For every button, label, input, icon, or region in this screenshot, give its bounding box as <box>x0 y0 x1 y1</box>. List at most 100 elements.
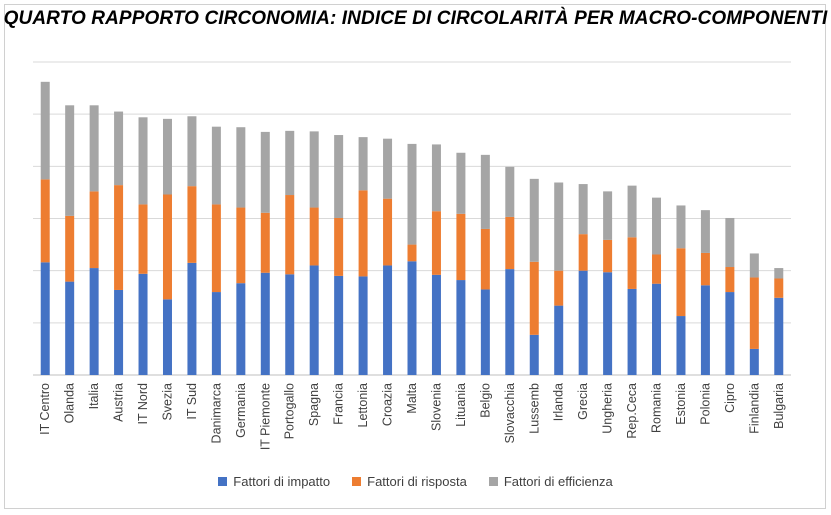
bar-segment-risposta-estonia <box>676 248 686 317</box>
x-tick-label: Romania <box>650 383 664 433</box>
bar-segment-impatto-belgio <box>480 289 490 375</box>
bar-segment-impatto-italia <box>89 268 99 375</box>
x-tick-label: Grecia <box>576 383 590 420</box>
bar-segment-impatto-svezia <box>162 299 172 375</box>
bar-segment-risposta-slovenia <box>431 211 441 275</box>
bar-segment-impatto-cipro <box>725 292 735 375</box>
bar-segment-efficienza-lituania <box>456 152 466 214</box>
bar-segment-impatto-grecia <box>578 270 588 375</box>
x-tick-label: Olanda <box>63 383 77 423</box>
legend-swatch <box>218 477 228 486</box>
bar-segment-risposta-lituania <box>456 213 466 281</box>
bar-segment-risposta-finlandia <box>749 277 759 349</box>
legend-label: Fattori di efficienza <box>503 474 613 489</box>
chart-legend: Fattori di impatto Fattori di risposta Fat… <box>0 474 831 489</box>
bar-segment-impatto-ungheria <box>603 272 613 375</box>
bar-segment-impatto-germania <box>236 283 246 375</box>
bar-segment-efficienza-rep-ceca <box>627 185 637 238</box>
bar-segment-efficienza-romania <box>652 197 662 255</box>
bar-segment-risposta-svezia <box>162 194 172 300</box>
x-tick-label: Ungheria <box>601 383 615 434</box>
x-tick-label: Irlanda <box>552 383 566 421</box>
bar-segment-impatto-spagna <box>309 265 319 375</box>
bar-segment-efficienza-lettonia <box>358 137 368 191</box>
bar-segment-efficienza-ungheria <box>603 191 613 240</box>
bar-segment-efficienza-lussemb <box>529 178 539 262</box>
legend-swatch <box>352 477 362 486</box>
chart-title: QUARTO RAPPORTO CIRCONOMIA: INDICE DI CI… <box>3 8 828 29</box>
bar-segment-efficienza-finlandia <box>749 253 759 278</box>
x-tick-label: Lituania <box>454 383 468 427</box>
bar-segment-impatto-finlandia <box>749 348 759 375</box>
bar-segment-risposta-belgio <box>480 228 490 290</box>
legend-item: Fattori di impatto <box>218 474 330 489</box>
x-tick-label: Rep.Ceca <box>625 383 639 439</box>
bar-segment-efficienza-it-centro <box>40 81 50 180</box>
bar-segment-risposta-slovacchia <box>505 216 515 270</box>
bar-segment-risposta-bulgaria <box>774 278 784 298</box>
bar-segment-impatto-rep-ceca <box>627 288 637 375</box>
bar-segment-efficienza-polonia <box>700 210 710 253</box>
bar-segment-risposta-irlanda <box>554 270 564 306</box>
bar-segment-risposta-it-sud <box>187 186 197 263</box>
bar-segment-efficienza-belgio <box>480 154 490 229</box>
x-tick-label: Slovacchia <box>503 383 517 443</box>
x-tick-label: IT Centro <box>38 383 52 435</box>
x-tick-label: Francia <box>332 383 346 425</box>
bar-segment-impatto-it-centro <box>40 262 50 375</box>
bar-segment-risposta-olanda <box>65 215 75 282</box>
legend-item: Fattori di efficienza <box>488 474 613 489</box>
x-tick-label: Lussemb <box>527 383 541 434</box>
bar-segment-risposta-lussemb <box>529 261 539 335</box>
bar-segment-efficienza-malta <box>407 143 417 245</box>
bar-segment-risposta-it-piemonte <box>260 212 270 273</box>
x-tick-label: Malta <box>405 383 419 414</box>
bar-segment-risposta-lettonia <box>358 190 368 277</box>
bar-segment-risposta-danimarca <box>211 204 221 293</box>
x-tick-label: Danimarca <box>209 383 223 443</box>
legend-label: Fattori di risposta <box>367 474 467 489</box>
bar-segment-risposta-polonia <box>700 252 710 286</box>
bar-segment-risposta-croazia <box>383 198 393 266</box>
bar-segment-risposta-romania <box>652 254 662 284</box>
bar-segment-efficienza-danimarca <box>211 126 221 205</box>
bar-segment-efficienza-portogallo <box>285 130 295 196</box>
bar-segment-impatto-malta <box>407 261 417 375</box>
bar-segment-risposta-grecia <box>578 234 588 271</box>
bar-segment-efficienza-italia <box>89 105 99 192</box>
x-tick-label: Portogallo <box>283 383 297 439</box>
x-tick-label: Slovenia <box>429 383 443 431</box>
bar-segment-impatto-slovacchia <box>505 269 515 375</box>
bar-segment-impatto-francia <box>334 275 344 375</box>
bar-segment-risposta-ungheria <box>603 239 613 273</box>
bar-segment-impatto-austria <box>114 289 124 375</box>
bar-segment-impatto-croazia <box>383 265 393 375</box>
x-tick-label: Austria <box>112 383 126 422</box>
bar-segment-efficienza-croazia <box>383 138 393 199</box>
bar-segment-efficienza-it-sud <box>187 116 197 187</box>
legend-swatch <box>488 477 498 486</box>
bar-segment-efficienza-austria <box>114 111 124 186</box>
bar-segment-impatto-lituania <box>456 280 466 375</box>
bar-segment-efficienza-bulgaria <box>774 268 784 279</box>
bar-segment-risposta-germania <box>236 207 246 284</box>
bar-segment-efficienza-it-piemonte <box>260 131 270 213</box>
x-tick-label: Svezia <box>160 383 174 421</box>
bar-segment-impatto-danimarca <box>211 292 221 375</box>
bar-segment-efficienza-slovacchia <box>505 166 515 217</box>
bar-segment-efficienza-spagna <box>309 131 319 208</box>
bar-segment-efficienza-francia <box>334 135 344 218</box>
bar-segment-impatto-it-sud <box>187 262 197 375</box>
bar-segment-impatto-olanda <box>65 281 75 375</box>
x-tick-label: IT Piemonte <box>258 383 272 450</box>
legend-item: Fattori di risposta <box>352 474 467 489</box>
bar-segment-impatto-it-nord <box>138 273 148 375</box>
bar-segment-efficienza-germania <box>236 127 246 208</box>
bar-segment-risposta-rep-ceca <box>627 237 637 289</box>
x-tick-label: Lettonia <box>356 383 370 428</box>
x-tick-label: Croazia <box>381 383 395 426</box>
bar-segment-risposta-francia <box>334 217 344 276</box>
x-tick-label: Bulgaria <box>772 383 786 429</box>
bar-segment-risposta-it-centro <box>40 179 50 263</box>
